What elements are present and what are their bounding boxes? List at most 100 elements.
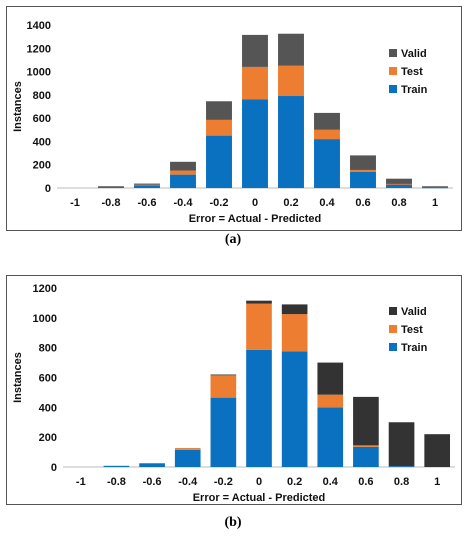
x-tick-label: 0.6 <box>358 476 373 488</box>
y-tick-label: 1200 <box>33 283 57 295</box>
y-tick-label: 400 <box>33 136 51 148</box>
legend-label-train: Train <box>401 342 428 354</box>
y-axis-title: Instances <box>12 81 24 132</box>
legend-swatch-train <box>389 343 397 351</box>
y-tick-label: 600 <box>33 113 51 125</box>
bar-valid-0.4 <box>317 362 344 395</box>
bar-valid-1 <box>422 186 448 188</box>
bar-test--0.6 <box>134 184 160 186</box>
bar-train--0.8 <box>98 186 124 188</box>
legend-label-train: Train <box>401 84 428 96</box>
x-tick-label: -0.8 <box>107 476 126 488</box>
bar-train-0.6 <box>353 446 379 467</box>
bar-train-0.6 <box>350 171 376 188</box>
y-tick-label: 800 <box>33 90 51 102</box>
legend-label-test: Test <box>401 66 423 78</box>
legend-label-valid: Valid <box>401 306 427 318</box>
legend-label-valid: Valid <box>401 48 427 60</box>
bar-test-0.8 <box>386 183 412 185</box>
bar-valid--0.2 <box>210 374 237 376</box>
x-tick-label: -1 <box>70 197 80 209</box>
chart-a-svg: 0 200 400 600 800 1000 1200 1400 -1 -0.8 -0.6 -0.4 -… <box>12 20 453 225</box>
bar-valid-0.6 <box>350 155 376 170</box>
bar-valid-0.6 <box>353 396 379 446</box>
x-tick-label: 1 <box>434 476 440 488</box>
bar-valid--0.2 <box>206 101 232 120</box>
bar-train-0 <box>242 99 268 188</box>
y-tick-label: 1400 <box>27 20 51 32</box>
x-tick-label: 0 <box>256 476 262 488</box>
bar-valid--0.4 <box>170 161 196 171</box>
bar-train-1 <box>422 187 448 189</box>
bar-test-0 <box>246 303 272 350</box>
bar-valid-0.2 <box>278 33 304 66</box>
panel-label-b: (b) <box>224 515 242 530</box>
x-tick-label: 0.6 <box>355 197 370 209</box>
bar-valid-0 <box>246 300 272 304</box>
x-tick-label: 0.4 <box>323 476 339 488</box>
bar-train--0.6 <box>134 185 160 188</box>
bar-valid--0.6 <box>134 183 160 185</box>
legend-label-test: Test <box>401 324 423 336</box>
y-tick-label: 200 <box>39 432 57 444</box>
bar-train-0.8 <box>386 184 412 188</box>
bar-train--0.2 <box>206 135 232 188</box>
y-tick-label: 600 <box>39 373 57 385</box>
bar-train-0 <box>246 349 272 467</box>
bar-test--0.2 <box>210 375 237 398</box>
bar-train-0.4 <box>314 139 340 188</box>
y-tick-label: 200 <box>33 160 51 172</box>
x-tick-label: -0.6 <box>138 197 157 209</box>
y-axis-title: Instances <box>12 352 24 403</box>
bar-train-0.8 <box>388 466 415 468</box>
x-tick-label: 0.8 <box>394 476 409 488</box>
legend-swatch-valid <box>389 49 397 57</box>
x-tick-label: -0.2 <box>210 197 229 209</box>
bar-train-0.2 <box>278 96 304 188</box>
bar-train--0.8 <box>103 465 130 467</box>
x-tick-label: 0.4 <box>319 197 335 209</box>
panel-label-a: (a) <box>224 232 242 247</box>
x-tick-label: 0.2 <box>283 197 298 209</box>
y-tick-label: 1000 <box>27 67 51 79</box>
bar-valid--0.8 <box>98 186 124 188</box>
legend-swatch-test <box>389 325 397 333</box>
x-tick-label: -1 <box>76 476 86 488</box>
x-tick-label: 1 <box>432 197 438 209</box>
bar-test-0 <box>242 66 268 100</box>
chart-b-svg: 0 200 400 600 800 1000 1200 -1 -0.8 -0.6 -0.4 -0.2 0… <box>12 283 455 504</box>
chart-panel-b: 0 200 400 600 800 1000 1200 -1 -0.8 -0.6 -0.4 -0.2 0… <box>6 275 462 505</box>
x-tick-label: -0.4 <box>174 197 194 209</box>
legend-swatch-train <box>389 85 397 93</box>
bar-test--0.4 <box>174 448 201 450</box>
y-tick-label: 1000 <box>33 313 57 325</box>
bar-test-0.6 <box>353 445 379 447</box>
bar-valid-0.2 <box>281 304 308 315</box>
x-tick-label: -0.8 <box>102 197 121 209</box>
bar-train--0.4 <box>174 449 201 467</box>
bar-test-0.2 <box>278 65 304 97</box>
bar-train--0.6 <box>139 463 165 467</box>
bar-valid-0.8 <box>388 422 415 467</box>
bar-test-0.4 <box>317 394 344 408</box>
legend-swatch-test <box>389 67 397 75</box>
bar-valid-0.8 <box>386 178 412 184</box>
bar-valid-0.4 <box>314 112 340 130</box>
x-tick-label: 0 <box>252 197 258 209</box>
y-tick-label: 1200 <box>27 43 51 55</box>
y-tick-label: 400 <box>39 402 57 414</box>
bar-test-0.2 <box>281 314 308 352</box>
bar-valid-0 <box>242 34 268 67</box>
bar-test--0.4 <box>170 170 196 175</box>
bar-train--0.2 <box>210 397 237 467</box>
chart-panel-a: 0 200 400 600 800 1000 1200 1400 -1 -0.8 -0.6 -0.4 -… <box>6 6 462 231</box>
x-tick-label: 0.8 <box>391 197 406 209</box>
x-axis-title: Error = Actual - Predicted <box>189 213 322 225</box>
x-tick-label: -0.4 <box>178 476 198 488</box>
bar-train-0.2 <box>281 351 308 467</box>
bar-test--0.2 <box>206 119 232 136</box>
x-axis-title: Error = Actual - Predicted <box>193 492 326 504</box>
bar-valid-1 <box>424 434 451 467</box>
legend-swatch-valid <box>389 307 397 315</box>
x-tick-label: 0.2 <box>287 476 302 488</box>
